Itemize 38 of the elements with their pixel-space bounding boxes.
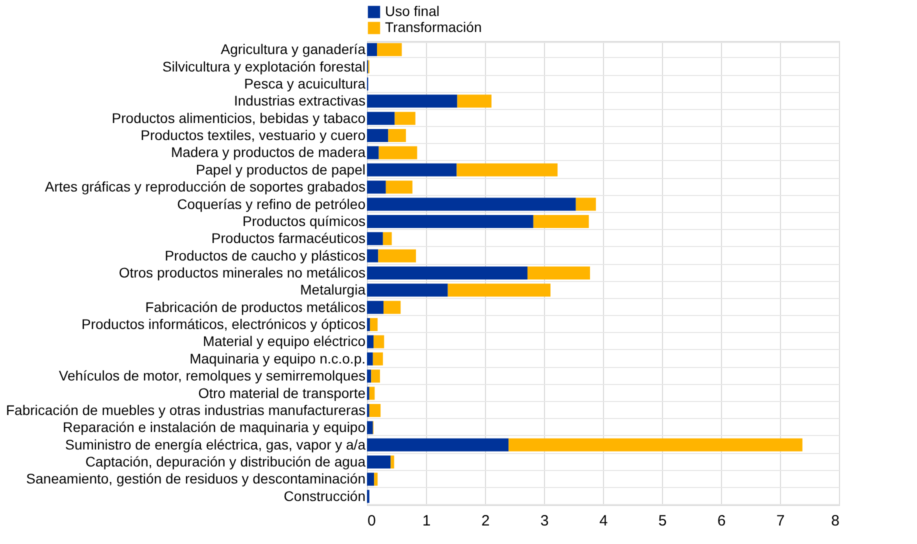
y-tick-label: Productos informáticos, electrónicos y ópticos	[81, 316, 366, 332]
y-tick-label: Artes gráficas y reproducción de soportes grabados	[44, 178, 366, 195]
y-tick-label: Papel y productos de papel	[196, 161, 366, 178]
legend-label: Transformación	[385, 19, 482, 35]
y-tick-label: Reparación e instalación de maquinaria y equipo	[62, 419, 366, 436]
y-tick-label: Productos de caucho y plásticos	[164, 247, 366, 264]
y-tick-label: Suministro de energía eléctrica, gas, vapor y a/a	[65, 436, 366, 452]
y-tick-label: Coquerías y refino de petróleo	[177, 196, 366, 212]
legend-label: Uso final	[385, 3, 440, 19]
y-tick-label: Industrias extractivas	[234, 92, 366, 109]
y-tick-label: Maquinaria y equipo n.c.o.p.	[190, 350, 366, 366]
y-tick-label: Metalurgia	[300, 282, 366, 298]
y-tick-label: Madera y productos de madera	[170, 144, 366, 160]
y-tick-label: Agricultura y ganadería	[220, 41, 366, 58]
x-tick-label: 5	[658, 512, 667, 530]
y-tick-label: Pesca y acuicultura	[244, 75, 366, 92]
y-tick-label: Vehículos de motor, remolques y semirremolques	[58, 368, 366, 384]
y-tick-label: Captación, depuración y distribución de agua	[85, 454, 366, 470]
x-tick-label: 0	[368, 512, 376, 530]
y-tick-label: Productos farmacéuticos	[211, 230, 366, 246]
y-tick-label: Otros productos minerales no metálicos	[118, 264, 366, 280]
y-tick-label: Productos textiles, vestuario y cuero	[140, 127, 366, 144]
y-tick-label: Fabricación de productos metálicos	[145, 298, 366, 315]
x-tick-label: 3	[540, 512, 549, 530]
x-tick-label: 1	[422, 512, 431, 530]
y-tick-label: Productos alimenticios, bebidas y tabaco	[112, 110, 366, 126]
y-tick-label: Saneamiento, gestión de residuos y descontaminación	[26, 470, 366, 487]
y-tick-label: Material y equipo eléctrico	[202, 333, 366, 350]
x-tick-label: 2	[481, 512, 490, 530]
x-tick-label: 4	[599, 512, 608, 530]
y-tick-label: Fabricación de muebles y otras industrias manufactureras	[6, 402, 366, 418]
x-tick-label: 6	[717, 512, 726, 530]
y-tick-label: Productos químicos	[242, 212, 366, 229]
x-tick-label: 8	[831, 512, 840, 530]
y-tick-label: Silvicultura y explotación forestal	[162, 58, 366, 74]
x-tick-label: 7	[776, 512, 785, 530]
y-tick-label: Construcción	[284, 488, 366, 504]
y-tick-label: Otro material de transporte	[198, 384, 366, 401]
